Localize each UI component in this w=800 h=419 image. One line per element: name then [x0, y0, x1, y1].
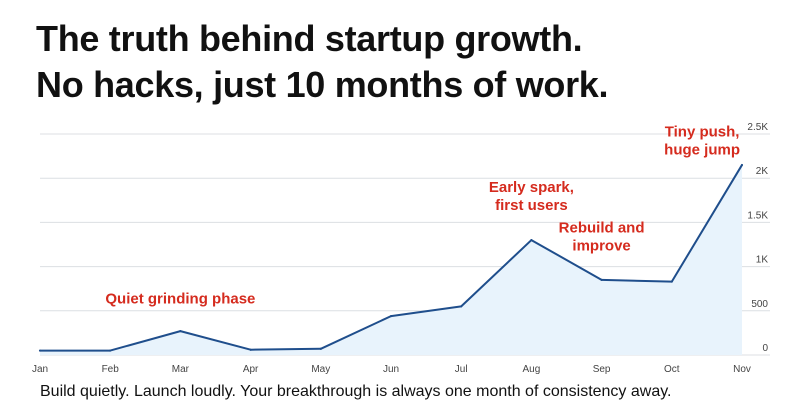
data-point-oct [670, 280, 673, 283]
data-point-may [319, 347, 322, 350]
line-segment [179, 330, 252, 351]
y-tick-label: 0 [762, 343, 768, 354]
data-point-jun [390, 315, 392, 318]
data-point-apr [249, 348, 252, 351]
annotation-4: Tiny push, huge jump [664, 123, 740, 158]
annotation-line: Early spark, [489, 179, 574, 196]
annotation-line: Tiny push, [665, 123, 740, 140]
headline-line-1: The truth behind startup growth. [36, 18, 583, 59]
x-tick-label: Oct [664, 364, 680, 375]
line-segment [249, 347, 322, 351]
y-axis-ticks: 0 500 1K 1.5K 2K 2.5K [747, 122, 768, 354]
line-layer [39, 163, 743, 352]
headline-line-2: No hacks, just 10 months of work. [36, 64, 609, 105]
annotations-layer: Quiet grinding phase Early spark, first us… [105, 123, 740, 307]
annotation-line: Quiet grinding phase [105, 291, 255, 308]
x-axis-ticks: Jan Feb Mar Apr May Jun Jul Aug Sep Oct Nov [32, 364, 751, 375]
annotation-line: Rebuild and [559, 220, 645, 237]
data-point-mar [179, 330, 182, 333]
y-tick-label: 1.5K [747, 210, 768, 221]
area-fill [40, 164, 742, 355]
annotation-line: first users [495, 197, 568, 214]
headline: The truth behind startup growth. No hack… [36, 16, 776, 108]
y-tick-label: 2K [756, 166, 769, 177]
x-tick-label: Jul [455, 364, 468, 375]
line-segment [319, 315, 392, 350]
x-tick-label: Feb [102, 364, 120, 375]
data-point-jul [460, 305, 463, 308]
data-point-nov [741, 163, 743, 166]
chart-caption: Build quietly. Launch loudly. Your break… [40, 383, 672, 400]
x-tick-label: Sep [593, 364, 611, 375]
y-tick-label: 2.5K [747, 122, 768, 133]
y-tick-label: 1K [756, 255, 769, 266]
x-tick-label: Jan [32, 364, 48, 375]
line-segment [670, 163, 743, 283]
line-segment [390, 305, 463, 318]
area-layer [40, 164, 742, 355]
line-segment [530, 239, 603, 281]
line-segment [109, 330, 182, 352]
annotation-2: Early spark, first users [489, 179, 574, 214]
annotation-3: Rebuild and improve [559, 220, 645, 255]
data-point-sep [600, 278, 603, 281]
x-tick-label: Mar [172, 364, 190, 375]
annotation-line: improve [572, 238, 630, 255]
annotation-1: Quiet grinding phase [105, 291, 255, 308]
x-tick-label: Aug [523, 364, 541, 375]
line-segment [600, 278, 673, 283]
y-tick-label: 500 [751, 299, 768, 310]
x-tick-label: May [311, 364, 330, 375]
x-tick-label: Jun [383, 364, 399, 375]
data-point-feb [109, 349, 112, 352]
data-point-aug [530, 239, 533, 242]
line-segment [460, 239, 533, 308]
data-point-jan [39, 349, 41, 352]
x-tick-label: Nov [733, 364, 751, 375]
annotation-line: huge jump [664, 141, 740, 158]
x-tick-label: Apr [243, 364, 259, 375]
